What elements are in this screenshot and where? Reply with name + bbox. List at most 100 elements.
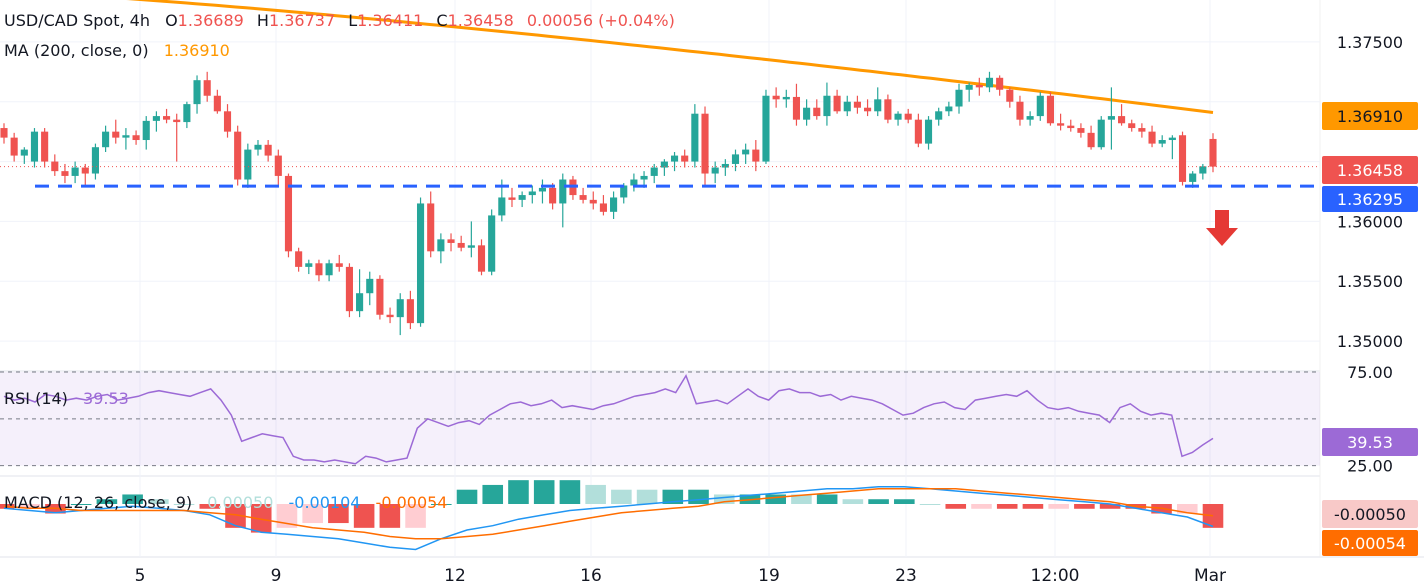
candle: [162, 108, 171, 124]
candle: [813, 99, 821, 120]
candle: [701, 106, 709, 186]
price-axis: 1.35000 1.35500 1.36000 1.37500 75.00 25.00: [1337, 33, 1403, 476]
candle: [427, 191, 435, 258]
ma-200-line: [126, 0, 1214, 114]
candle: [650, 163, 658, 184]
support-price-tag: 1.36295: [1322, 186, 1418, 212]
candle: [884, 94, 892, 124]
time-axis: 5 9 12 16 19 23 12:00 Mar: [135, 566, 1226, 586]
macd-hist-bar: [19, 504, 41, 509]
signal-line: [3, 488, 1214, 540]
candle: [1138, 123, 1146, 138]
macd-hist-bar: [713, 494, 735, 504]
time-tick-label: 9: [271, 566, 282, 586]
candle: [975, 77, 983, 96]
candle: [51, 154, 59, 176]
macd-legend: MACD (12, 26, close, 9) 0.00050 -0.00104…: [4, 493, 447, 512]
macd-hist-bar: [1022, 504, 1044, 509]
rsi-line: [3, 373, 1214, 465]
macd-hist-bar: [379, 504, 401, 528]
macd-hist-bar: [431, 504, 452, 505]
macd-hist-bar: [173, 504, 195, 505]
candle: [935, 107, 943, 126]
candle: [71, 161, 79, 184]
time-tick-label: 12: [444, 566, 466, 586]
candle: [731, 149, 740, 172]
candle: [112, 119, 120, 144]
candle: [1128, 119, 1136, 132]
candle: [477, 239, 486, 276]
macd-hist-bar: [276, 504, 298, 528]
candle: [366, 271, 374, 306]
candle: [589, 191, 597, 210]
macd-hist-bar: [353, 504, 375, 528]
low-value: 1.36411: [357, 11, 423, 30]
candle: [213, 89, 221, 114]
candle: [376, 275, 384, 320]
candle: [599, 195, 607, 216]
candle: [10, 132, 18, 162]
macd-hist-bar: [225, 504, 246, 528]
macd-hist-bar: [559, 480, 581, 504]
ma-price-tag: 1.36910: [1322, 102, 1418, 130]
ma-legend-value: 1.36910: [164, 41, 230, 60]
candle: [1057, 113, 1065, 131]
rsi-legend-value: 39.53: [83, 389, 129, 408]
macd-hist-bar: [971, 504, 992, 509]
symbol-label: USD/CAD Spot, 4h: [4, 11, 150, 30]
macd-hist-bar: [250, 504, 272, 533]
candle: [1046, 92, 1055, 126]
candle: [488, 209, 496, 276]
price-tick-label: 1.35000: [1337, 332, 1403, 351]
candle: [1036, 92, 1044, 121]
candle: [630, 173, 638, 192]
macd-hist-bar: [611, 489, 632, 504]
time-tick-label: 19: [758, 566, 780, 586]
candle: [437, 233, 445, 264]
candle: [173, 113, 181, 162]
candle: [1107, 87, 1115, 150]
macd-hist-bar: [1176, 504, 1198, 514]
candle: [914, 113, 922, 148]
ma-200-polyline: [126, 0, 1214, 114]
ma-price-tag-text: 1.36910: [1337, 107, 1403, 126]
candle: [874, 87, 882, 117]
candle: [579, 187, 587, 204]
high-label: H: [257, 11, 269, 30]
macd-hist-bar: [96, 499, 118, 504]
macd-hist-bar: [919, 504, 941, 505]
candle: [142, 116, 150, 150]
macd-hist-bar: [199, 504, 221, 509]
candle: [274, 149, 282, 186]
candle: [762, 89, 770, 164]
macd-hist-bar: [894, 499, 915, 504]
macd-hist-bar: [122, 494, 143, 504]
candle: [772, 87, 780, 108]
candle: [1199, 163, 1207, 180]
macd-hist-bar: [328, 504, 349, 524]
macd-hist-bar: [1074, 504, 1095, 509]
candle: [122, 128, 130, 150]
candle: [518, 191, 526, 208]
price-tick-label: 1.37500: [1337, 33, 1403, 52]
ma-legend: MA (200, close, 0) 1.36910: [4, 41, 230, 60]
close-label: C: [436, 11, 447, 30]
ma-legend-label: MA (200, close, 0): [4, 41, 149, 60]
candle: [345, 263, 353, 318]
change-value: 0.00056 (+0.04%): [527, 11, 675, 30]
candle: [985, 71, 994, 93]
time-tick-label: 12:00: [1031, 566, 1080, 586]
macd-legend-macd: -0.00104: [289, 493, 361, 512]
low-label: L: [348, 11, 357, 30]
candle: [396, 293, 404, 336]
macd-hist-bar: [1202, 504, 1224, 528]
macd-legend-signal: -0.00054: [376, 493, 448, 512]
macd-hist-bar: [765, 494, 786, 504]
candle: [223, 104, 232, 138]
candle: [853, 95, 861, 114]
candle: [254, 140, 262, 156]
candle: [1016, 95, 1024, 126]
candle: [356, 269, 364, 318]
rsi-tick-label: 75.00: [1347, 363, 1393, 382]
